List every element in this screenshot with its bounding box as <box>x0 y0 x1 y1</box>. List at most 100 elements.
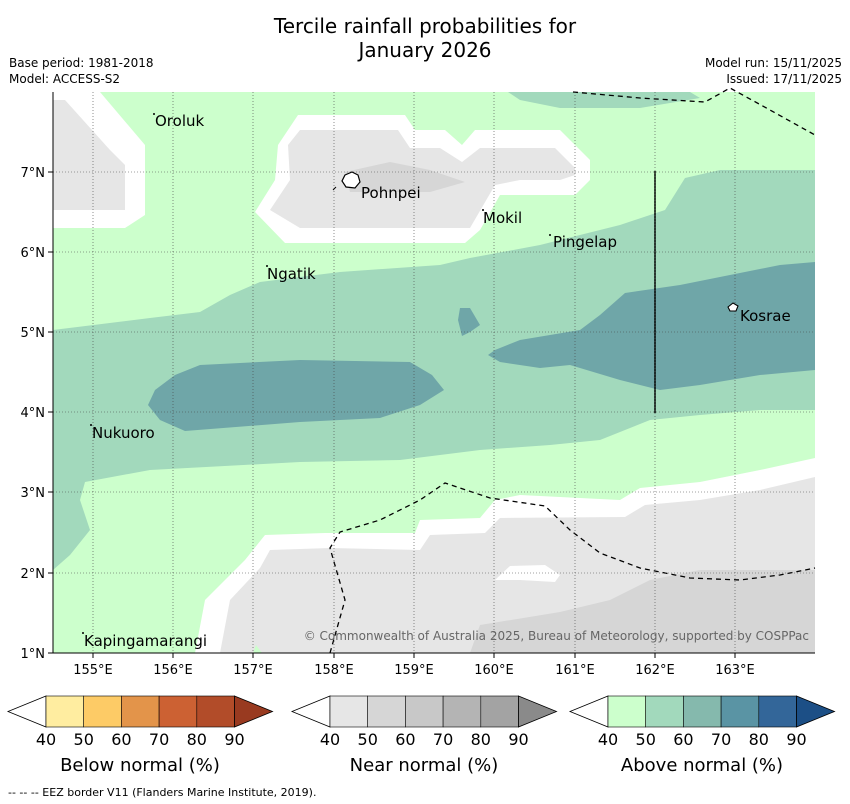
pingelap-marker <box>549 234 551 236</box>
green-patch-southwest <box>253 645 262 653</box>
place-label-mokil: Mokil <box>483 209 522 227</box>
colorbar-above-tick: 60 <box>673 730 693 749</box>
x-tick-159: 159°E <box>394 663 434 678</box>
colorbar-label-near: Near normal (%) <box>349 755 499 776</box>
x-tick-156: 156°E <box>153 663 193 678</box>
colorbar-near-tick: 70 <box>433 730 453 749</box>
probability-field <box>53 92 815 653</box>
y-tick-2n: 2°N <box>21 567 46 582</box>
colorbar-group: 40 50 60 70 80 90 40 50 60 70 80 90 40 50 60 70 80 90 <box>6 695 836 749</box>
y-tick-7n: 7°N <box>21 166 46 181</box>
colorbar-above-segment <box>607 695 647 728</box>
colorbar-below-tick: 40 <box>36 730 56 749</box>
ngatik-marker <box>266 265 268 267</box>
x-tick-163: 163°E <box>715 663 755 678</box>
above-normal-60-region <box>53 170 815 570</box>
colorbar-label-below: Below normal (%) <box>60 755 220 776</box>
colorbar-near-segment <box>329 695 369 728</box>
colorbar-above-segment <box>683 695 722 728</box>
model-label: Model: ACCESS-S2 <box>9 72 121 86</box>
colorbar-above-segment <box>645 695 684 728</box>
eez-border-north <box>572 87 816 136</box>
colorbar-below-extend-low <box>6 695 47 728</box>
eez-border-south <box>329 482 816 654</box>
above-normal-70-core-east <box>488 262 815 390</box>
copyright-notice: © Commonwealth of Australia 2025, Bureau… <box>304 629 809 643</box>
x-tick-157: 157°E <box>233 663 273 678</box>
colorbar-near-tick: 80 <box>471 730 491 749</box>
place-label-kosrae: Kosrae <box>740 307 791 325</box>
above-normal-70-core-west <box>148 360 444 431</box>
model-run-label: Model run: 15/11/2025 <box>704 56 842 70</box>
kapingamarangi-marker <box>82 632 84 634</box>
colorbar-near-tick: 50 <box>358 730 378 749</box>
colorbar-below-tick: 50 <box>74 730 94 749</box>
x-tick-158: 158°E <box>314 663 354 678</box>
pohnpei-marker <box>332 186 337 191</box>
place-label-pohnpei: Pohnpei <box>361 184 421 202</box>
x-tick-160: 160°E <box>474 663 514 678</box>
place-label-ngatik: Ngatik <box>267 265 316 283</box>
colorbar-below-tick: 80 <box>187 730 207 749</box>
y-tick-6n: 6°N <box>21 246 46 261</box>
x-tick-162: 162°E <box>635 663 675 678</box>
colorbar-above-extend-high <box>796 695 836 728</box>
colorbar-below-tick: 70 <box>149 730 169 749</box>
near-normal-region-northwest <box>53 100 125 210</box>
place-markers <box>82 113 551 634</box>
map-title-line2: January 2026 <box>358 38 492 62</box>
near-normal-60-patch-south <box>470 570 815 653</box>
colorbar-above-tick: 80 <box>749 730 769 749</box>
graticule <box>53 92 815 653</box>
colorbar-below-extend-high <box>234 695 274 728</box>
white-patch-south <box>495 565 560 582</box>
above-normal-70-patch-small <box>458 308 480 336</box>
colorbar-near-segment <box>405 695 444 728</box>
colorbar-above-tick: 70 <box>711 730 731 749</box>
colorbar-below-segment <box>45 695 85 728</box>
kosrae-island-outline <box>727 302 739 312</box>
colorbar-below-segment <box>83 695 122 728</box>
x-tick-161: 161°E <box>555 663 595 678</box>
colorbar-near-segment <box>367 695 406 728</box>
y-tick-3n: 3°N <box>21 486 46 501</box>
colorbar-above-tick: 90 <box>786 730 806 749</box>
y-tick-1n: 1°N <box>21 647 46 662</box>
eez-borders <box>329 87 816 654</box>
place-label-kapingamarangi: Kapingamarangi <box>84 632 207 650</box>
colorbar-near-extend-high <box>518 695 558 728</box>
place-label-oroluk: Oroluk <box>155 112 204 130</box>
base-period-label: Base period: 1981-2018 <box>9 56 154 70</box>
pohnpei-island-outline <box>341 171 361 189</box>
colorbar-above-tick: 50 <box>636 730 656 749</box>
above-normal-60-patch-north <box>508 92 700 108</box>
colorbar-below-segment <box>158 695 198 728</box>
colorbar-above-tick: 40 <box>598 730 618 749</box>
x-tick-155: 155°E <box>73 663 113 678</box>
colorbar-near-segment <box>442 695 482 728</box>
colorbar-near-tick: 60 <box>395 730 415 749</box>
colorbar-near-tick: 90 <box>508 730 528 749</box>
mokil-marker <box>482 209 484 211</box>
issued-label: Issued: 17/11/2025 <box>726 72 842 86</box>
colorbar-near-extend-low <box>290 695 331 728</box>
colorbar-below-segment <box>196 695 235 728</box>
map-title-line1: Tercile rainfall probabilities for <box>273 14 577 38</box>
colorbar-below-tick: 60 <box>111 730 131 749</box>
nukuoro-marker <box>90 424 92 426</box>
colorbar-label-above: Above normal (%) <box>620 755 784 776</box>
near-normal-60-patch-pohnpei <box>345 162 465 192</box>
colorbar-above-segment <box>758 695 797 728</box>
colorbar-near-segment <box>480 695 519 728</box>
y-tick-5n: 5°N <box>21 326 46 341</box>
oroluk-marker <box>153 113 155 115</box>
colorbar-above-segment <box>720 695 760 728</box>
colorbar-below-tick: 90 <box>224 730 244 749</box>
place-label-pingelap: Pingelap <box>553 233 617 251</box>
colorbar-above-extend-low <box>568 695 609 728</box>
eez-footer-note: -- -- -- EEZ border V11 (Flanders Marine… <box>8 786 317 799</box>
y-tick-4n: 4°N <box>21 406 46 421</box>
colorbar-near-tick: 40 <box>320 730 340 749</box>
place-label-nukuoro: Nukuoro <box>92 424 155 442</box>
